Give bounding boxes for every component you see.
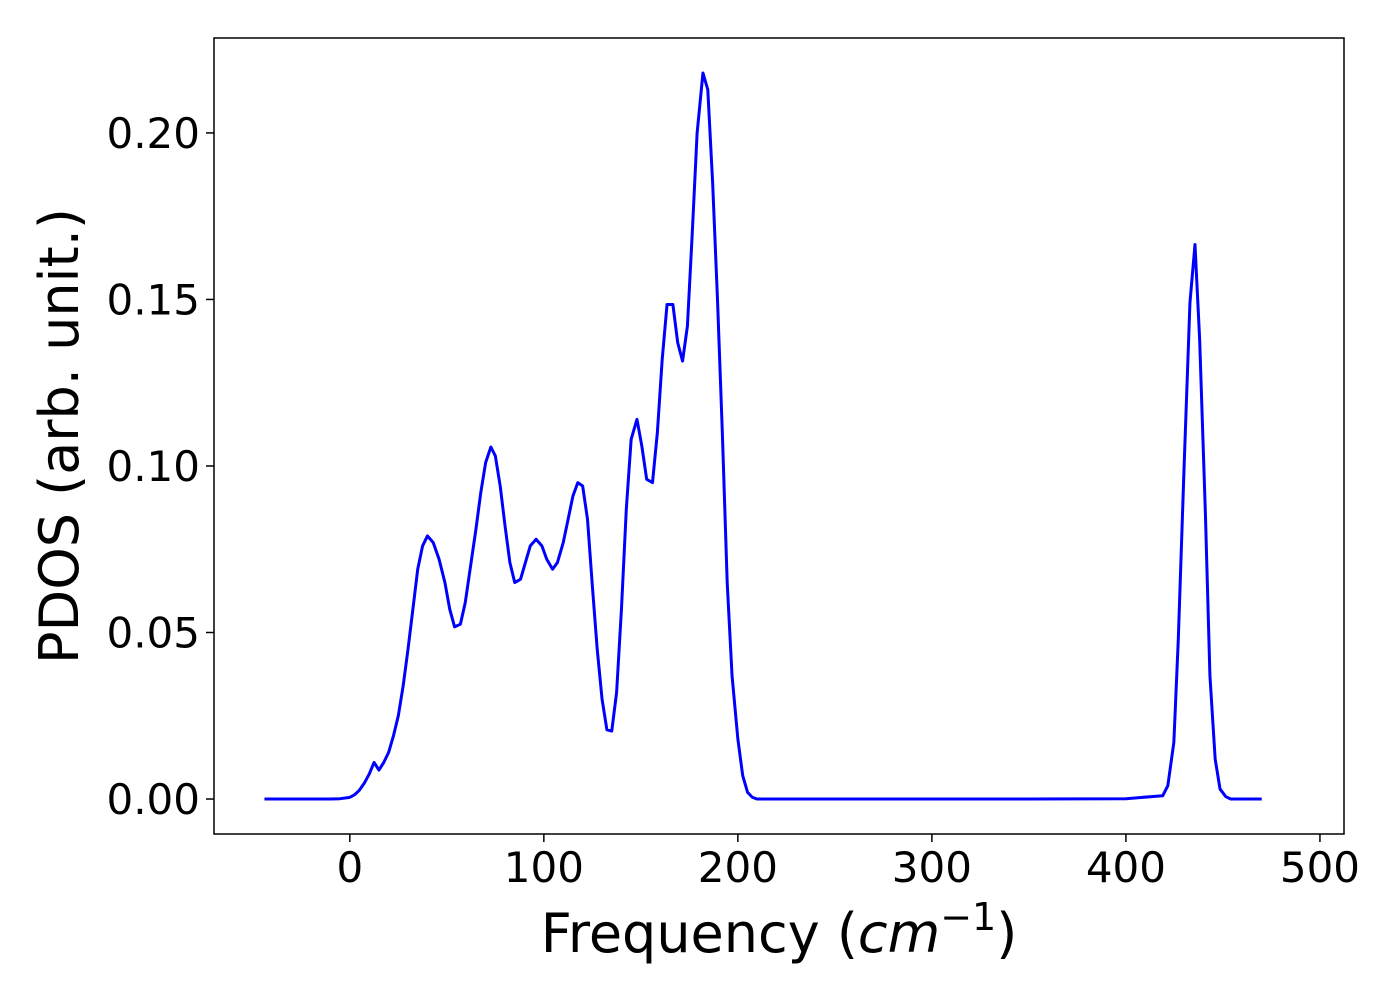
x-tick-label: 100 xyxy=(504,843,584,892)
y-tick-label: 0.10 xyxy=(106,442,200,491)
x-axis-label-part: Frequency ( xyxy=(541,902,858,965)
x-axis-label-part: cm xyxy=(858,902,940,965)
x-tick-label: 0 xyxy=(336,843,363,892)
x-axis-label-part: −1 xyxy=(940,895,996,939)
x-tick-label: 400 xyxy=(1086,843,1166,892)
x-tick-label: 200 xyxy=(698,843,778,892)
y-tick-label: 0.15 xyxy=(106,275,200,324)
y-tick-label: 0.00 xyxy=(106,775,200,824)
y-tick-label: 0.05 xyxy=(106,609,200,658)
y-tick-label: 0.20 xyxy=(106,109,200,158)
x-tick-label: 300 xyxy=(892,843,972,892)
x-axis-label: Frequency (cm−1) xyxy=(541,895,1018,965)
x-axis-label-part: ) xyxy=(996,902,1017,965)
y-axis-label: PDOS (arb. unit.) xyxy=(28,208,91,664)
data-line xyxy=(264,71,1262,801)
x-tick-label: 500 xyxy=(1280,843,1360,892)
plot-frame xyxy=(213,37,1345,835)
